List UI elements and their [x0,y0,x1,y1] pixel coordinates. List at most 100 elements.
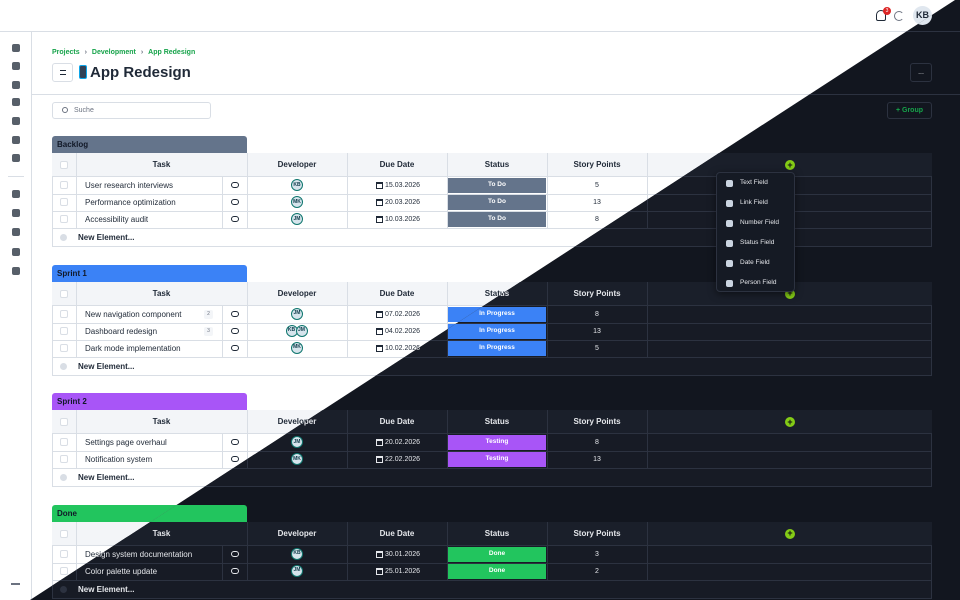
status-badge[interactable]: To Do [448,178,546,193]
row-checkbox[interactable] [60,215,68,223]
field-menu-item[interactable]: Link Field [740,199,768,206]
comment-button[interactable] [231,199,239,205]
status-badge[interactable]: Done [448,563,546,579]
search-input[interactable]: Suche [52,102,211,119]
select-all-checkbox[interactable] [60,289,68,298]
phone-icon [79,65,87,79]
sidebar-icon[interactable] [12,248,20,256]
calendar-icon [376,344,383,352]
comment-button[interactable] [231,216,239,222]
developer-avatar: KB [291,547,303,560]
breadcrumb-item[interactable]: App Redesign [148,49,196,56]
row-checkbox[interactable] [60,309,68,318]
notifications-button[interactable] [876,10,886,21]
field-menu: Text Field Link Field Number Field Status F… [716,172,795,292]
row-checkbox[interactable] [60,438,68,446]
sidebar-icon[interactable] [12,190,20,198]
task-name[interactable]: Design system documentation [85,549,193,559]
due-date: 04.02.2026 [385,327,421,335]
comment-button[interactable] [231,344,239,351]
row-divider [52,194,932,195]
sidebar-icon[interactable] [12,154,20,162]
add-field-button[interactable]: + [785,288,795,299]
refresh-button[interactable] [894,11,904,21]
row-checkbox[interactable] [60,343,68,352]
status-badge[interactable]: In Progress [448,323,546,339]
column-header: Task [152,528,171,538]
comment-button[interactable] [231,456,239,462]
new-element-button[interactable]: New Element... [78,361,135,371]
more-button[interactable]: ... [910,63,932,82]
sidebar-icon[interactable] [12,98,20,106]
comment-button[interactable] [231,567,239,574]
row-checkbox[interactable] [60,566,68,575]
collapse-button[interactable] [11,583,20,585]
task-name[interactable]: New navigation component [85,309,182,319]
select-all-checkbox[interactable] [60,529,68,538]
developer-avatar: JM [291,436,303,448]
row-checkbox[interactable] [60,198,68,206]
row-checkbox[interactable] [60,549,68,558]
new-element-button[interactable]: New Element... [78,584,135,594]
story-points: 13 [593,199,601,206]
task-name[interactable]: Accessibility audit [85,215,149,224]
status-badge[interactable]: To Do [448,212,546,227]
column-divider [547,521,548,580]
task-name[interactable]: Dark mode implementation [85,343,181,353]
sidebar-icon[interactable] [12,81,20,89]
task-name[interactable]: Notification system [85,455,153,464]
status-badge[interactable]: Testing [448,452,546,467]
task-name[interactable]: Color palette update [85,566,158,576]
column-header: Story Points [573,528,621,538]
field-menu-item[interactable]: Date Field [740,259,770,266]
sidebar-icon[interactable] [12,44,20,52]
add-field-button[interactable]: + [785,160,795,170]
comment-button[interactable] [231,327,239,334]
add-group-button[interactable]: + Group [887,102,932,119]
comment-button[interactable] [231,550,239,557]
sidebar-icon[interactable] [12,209,20,217]
comment-button[interactable] [231,310,239,317]
sidebar-icon[interactable] [12,267,20,275]
story-points: 8 [595,310,599,318]
select-all-checkbox[interactable] [60,418,68,426]
breadcrumb-item[interactable]: Development [92,49,148,56]
sidebar-icon[interactable] [12,228,20,236]
sidebar-icon[interactable] [12,62,20,70]
field-menu-item[interactable]: Status Field [740,239,775,246]
field-menu-item[interactable]: Person Field [740,279,777,286]
task-name[interactable]: Settings page overhaul [85,438,167,447]
add-field-button[interactable]: + [785,528,795,539]
new-element-button[interactable]: New Element... [78,473,135,482]
row-divider [52,579,932,581]
group-tab: Sprint 2 [52,393,247,410]
task-name[interactable]: Performance optimization [85,198,176,207]
comment-button[interactable] [231,182,239,188]
due-date: 20.02.2026 [385,439,421,446]
row-checkbox[interactable] [60,455,68,463]
list-view-button[interactable] [52,63,73,82]
row-checkbox[interactable] [60,181,68,189]
new-element-button[interactable]: New Element... [78,233,135,242]
comment-button[interactable] [231,439,239,445]
developer-avatar: KB [291,179,303,191]
new-element-icon [60,234,67,241]
group-button-label: Group [902,107,924,114]
column-header: Due Date [379,288,415,298]
due-date: 25.01.2026 [385,567,421,575]
status-badge[interactable]: To Do [448,195,546,210]
add-field-button[interactable]: + [785,417,795,427]
select-all-checkbox[interactable] [60,161,68,169]
task-name[interactable]: User research interviews [85,181,174,190]
sidebar-icon[interactable] [12,136,20,144]
field-menu-item[interactable]: Number Field [740,219,780,226]
status-badge[interactable]: Testing [448,435,546,450]
row-checkbox[interactable] [60,326,68,335]
status-badge[interactable]: Done [448,546,546,562]
sidebar-icon[interactable] [12,117,20,125]
status-badge[interactable]: In Progress [448,340,546,356]
task-name[interactable]: Dashboard redesign [85,326,158,336]
field-menu-icon [726,180,733,187]
breadcrumb-item[interactable]: Projects [52,49,92,56]
field-menu-item[interactable]: Text Field [740,179,768,186]
